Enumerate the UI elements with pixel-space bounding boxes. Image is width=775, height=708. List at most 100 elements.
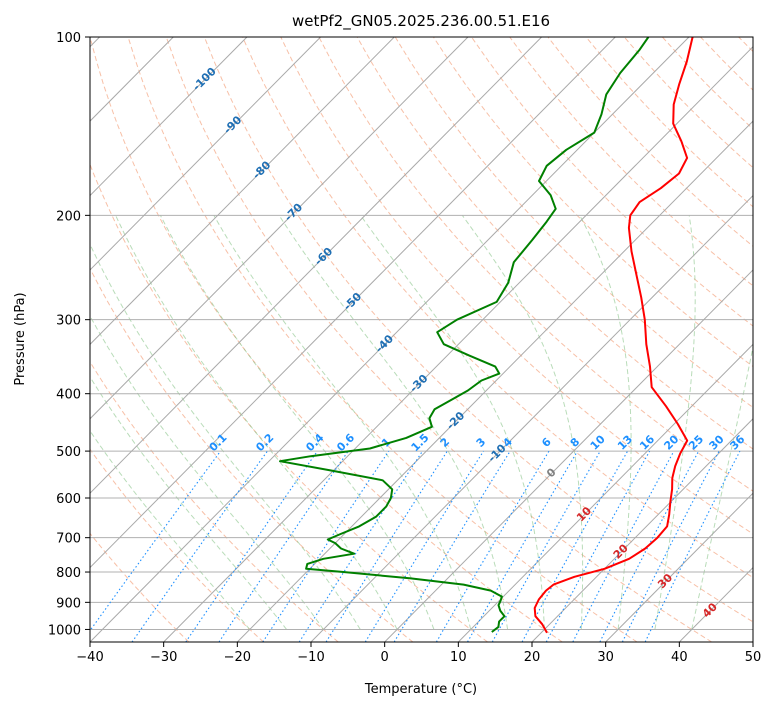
y-tick-label: 1000 bbox=[48, 623, 81, 638]
mixing-ratio-line bbox=[545, 450, 651, 642]
moist-adiabat bbox=[115, 215, 398, 630]
x-tick-label: 30 bbox=[597, 650, 614, 665]
mixing-ratio-label: 25 bbox=[686, 433, 706, 453]
dry-adiabat bbox=[661, 37, 753, 130]
y-axis-label: Pressure (hPa) bbox=[13, 292, 28, 385]
dry-adiabat bbox=[90, 37, 563, 642]
mixing-ratio-line bbox=[131, 450, 268, 642]
dry-adiabat bbox=[432, 37, 753, 368]
mixing-ratio-label: 16 bbox=[637, 432, 657, 452]
isotherm-line bbox=[163, 46, 753, 642]
y-tick-label: 700 bbox=[56, 532, 81, 547]
temperature-line bbox=[533, 37, 694, 634]
mixing-ratio-lines bbox=[90, 450, 741, 642]
y-tick-label: 500 bbox=[56, 445, 81, 460]
y-tick-label: 300 bbox=[56, 314, 81, 329]
mixing-ratio-line bbox=[435, 450, 550, 642]
x-tick-label: 40 bbox=[671, 650, 688, 665]
mixing-ratio-label: 13 bbox=[615, 433, 635, 453]
moist-adiabat bbox=[90, 375, 287, 630]
mixing-ratio-line bbox=[218, 450, 349, 642]
x-tick-label: −20 bbox=[224, 650, 251, 665]
mixing-ratio-line bbox=[644, 450, 741, 642]
x-tick-label: −40 bbox=[76, 650, 103, 665]
dry-adiabat bbox=[90, 267, 414, 642]
mixing-ratio-line bbox=[393, 450, 511, 642]
x-tick-label: 0 bbox=[381, 650, 389, 665]
moist-adiabat bbox=[461, 215, 584, 630]
grid-lines bbox=[90, 37, 753, 630]
mixing-ratio-line bbox=[185, 450, 318, 642]
mixing-ratio-line bbox=[364, 450, 484, 642]
isotherm-line bbox=[384, 269, 753, 642]
mixing-ratio-label: 10 bbox=[588, 432, 608, 452]
isotherm-line bbox=[90, 37, 690, 642]
isotherm-line bbox=[457, 343, 753, 642]
mixing-ratio-label: 36 bbox=[727, 432, 747, 452]
dry-adiabat bbox=[318, 37, 753, 492]
mixing-ratio-line bbox=[90, 450, 221, 632]
dry-adiabat bbox=[90, 532, 190, 642]
dry-adiabat bbox=[203, 37, 753, 623]
mixing-ratio-line bbox=[521, 450, 629, 642]
y-tick-label: 400 bbox=[56, 388, 81, 403]
mixing-ratio-label: 8 bbox=[568, 435, 583, 450]
isotherm-line bbox=[90, 37, 469, 420]
x-tick-label: 10 bbox=[450, 650, 467, 665]
y-axis: 100 200 300 400 500 600 700 800 900 1000 bbox=[48, 31, 90, 638]
isotherm-line bbox=[236, 120, 753, 642]
moist-adiabat bbox=[90, 314, 324, 630]
y-tick-label: 900 bbox=[56, 596, 81, 611]
dry-adiabat bbox=[127, 37, 638, 642]
y-tick-label: 100 bbox=[56, 31, 81, 46]
mixing-ratio-label: 30 bbox=[707, 432, 727, 452]
dry-adiabat bbox=[356, 37, 753, 450]
mixing-ratio-line bbox=[325, 450, 448, 642]
mixing-ratio-label: 2 bbox=[438, 435, 453, 450]
dry-adiabat bbox=[547, 37, 753, 247]
mixing-ratio-label: 6 bbox=[539, 435, 554, 450]
mixing-ratio-label: 3 bbox=[474, 435, 489, 450]
isopleth-labels: 0.1 0.2 0.4 0.6 1 1.5 2 3 4 6 8 10 13 16 20 25 30 36-100-… bbox=[190, 65, 748, 621]
isotherms bbox=[90, 37, 753, 642]
x-axis-label: Temperature (°C) bbox=[364, 682, 477, 697]
mixing-ratio-line bbox=[298, 450, 423, 642]
plot-frame bbox=[89, 36, 754, 643]
dry-adiabat bbox=[471, 37, 753, 327]
isotherm-line bbox=[605, 492, 753, 642]
dry-adiabat bbox=[700, 37, 753, 91]
x-tick-label: 50 bbox=[745, 650, 762, 665]
isotherm-line bbox=[90, 37, 616, 569]
dry-adiabat bbox=[165, 37, 712, 642]
isotherm-line bbox=[310, 194, 753, 642]
x-tick-label: 20 bbox=[524, 650, 541, 665]
sounding-series bbox=[279, 37, 694, 634]
isotherm-line bbox=[752, 641, 753, 642]
mixing-ratio-line bbox=[572, 450, 675, 642]
moist-adiabat bbox=[691, 344, 753, 630]
y-tick-label: 800 bbox=[56, 566, 81, 581]
mixing-ratio-line bbox=[262, 450, 390, 642]
moist-adiabat bbox=[213, 215, 472, 630]
isotherm-line bbox=[90, 37, 248, 197]
x-tick-label: −30 bbox=[150, 650, 177, 665]
mixing-ratio-label: 20 bbox=[661, 432, 681, 452]
x-axis: −40 −30 −20 −10 0 10 20 30 40 50 bbox=[76, 642, 761, 665]
isotherm-line bbox=[90, 37, 395, 346]
x-tick-label: −10 bbox=[297, 650, 324, 665]
mixing-ratio-line bbox=[621, 450, 720, 642]
isotherm-line bbox=[90, 37, 542, 494]
isotherm-line bbox=[531, 418, 753, 642]
y-tick-label: 600 bbox=[56, 492, 81, 507]
moist-adiabats bbox=[90, 215, 753, 630]
dewpoint-line bbox=[279, 37, 650, 633]
isotherm-line bbox=[90, 37, 321, 271]
dry-adiabat bbox=[738, 37, 753, 53]
mixing-ratio-line bbox=[491, 450, 601, 642]
dry-adiabat bbox=[90, 163, 488, 642]
moist-adiabat bbox=[90, 429, 251, 630]
moist-adiabat bbox=[654, 215, 696, 630]
dry-adiabat bbox=[90, 448, 264, 642]
y-tick-label: 200 bbox=[56, 209, 81, 224]
